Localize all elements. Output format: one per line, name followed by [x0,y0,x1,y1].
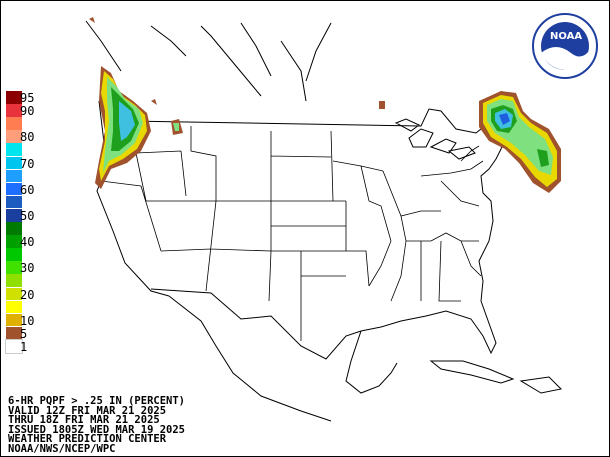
legend-swatch [6,313,22,327]
us-canada-border [125,108,492,134]
legend-swatch [6,195,22,209]
legend-swatch [6,300,22,314]
legend-label: 40 [20,235,35,250]
legend-swatch [5,338,23,354]
legend-swatch [6,156,22,170]
legend-swatch [6,169,22,183]
legend-label: 70 [20,156,35,171]
legend-swatch [6,326,22,340]
state-lines-east [332,160,482,302]
agency-name: NOAA/NWS/NCEP/WPC [8,442,116,455]
center-name: WEATHER PREDICTION CENTER [8,433,167,446]
legend-swatch [6,222,22,235]
us-mexico-border [150,288,362,360]
legend-label: 90 [20,104,35,119]
legend-swatch [6,143,22,157]
legend-label: 60 [20,182,35,197]
precip-northeast [479,91,561,193]
legend-swatch [6,91,22,104]
state-boundaries [100,126,484,341]
legend-swatch [6,287,22,301]
legend-swatch [6,248,22,261]
legend-swatch [6,208,22,222]
legend-swatch [6,104,22,117]
us-east-coast [478,132,507,302]
noaa-logo-text: NOAA [550,31,583,42]
gulf-coast [360,300,497,355]
legend-label: 10 [20,313,35,328]
precip-pacific-northwest [89,17,385,189]
legend-label: 5 [20,326,28,341]
legend-swatch [6,274,22,288]
valid-time: VALID 12Z FRI MAR 21 2025 [8,404,167,417]
mexico-coast [168,295,398,422]
great-lakes [394,118,476,160]
legend-label: 20 [20,287,35,302]
map-info-text: 6-HR PQPF > .25 IN (PERCENT) VALID 12Z F… [8,395,186,455]
hispaniola [519,376,563,394]
legend-label: 1 [20,339,28,354]
state-lines-central [270,130,370,341]
legend-swatch [6,261,22,274]
canada-north-lines [85,20,332,102]
cuba [429,360,515,384]
country-boundaries [85,20,563,422]
legend-swatch [6,182,22,196]
legend-swatch [6,117,22,130]
thru-time: THRU 18Z FRI MAR 21 2025 [8,414,160,427]
state-lines-northeast [420,145,484,207]
legend-label: 30 [20,261,35,276]
legend-label: 50 [20,208,35,223]
legend-label: 95 [20,91,35,105]
legend-swatch [6,130,22,143]
issued-time: ISSUED 1805Z WED MAR 19 2025 [8,423,186,436]
legend-label: 80 [20,130,35,145]
legend-swatch [6,235,22,248]
noaa-logo [532,13,598,79]
product-title: 6-HR PQPF > .25 IN (PERCENT) [8,395,186,407]
